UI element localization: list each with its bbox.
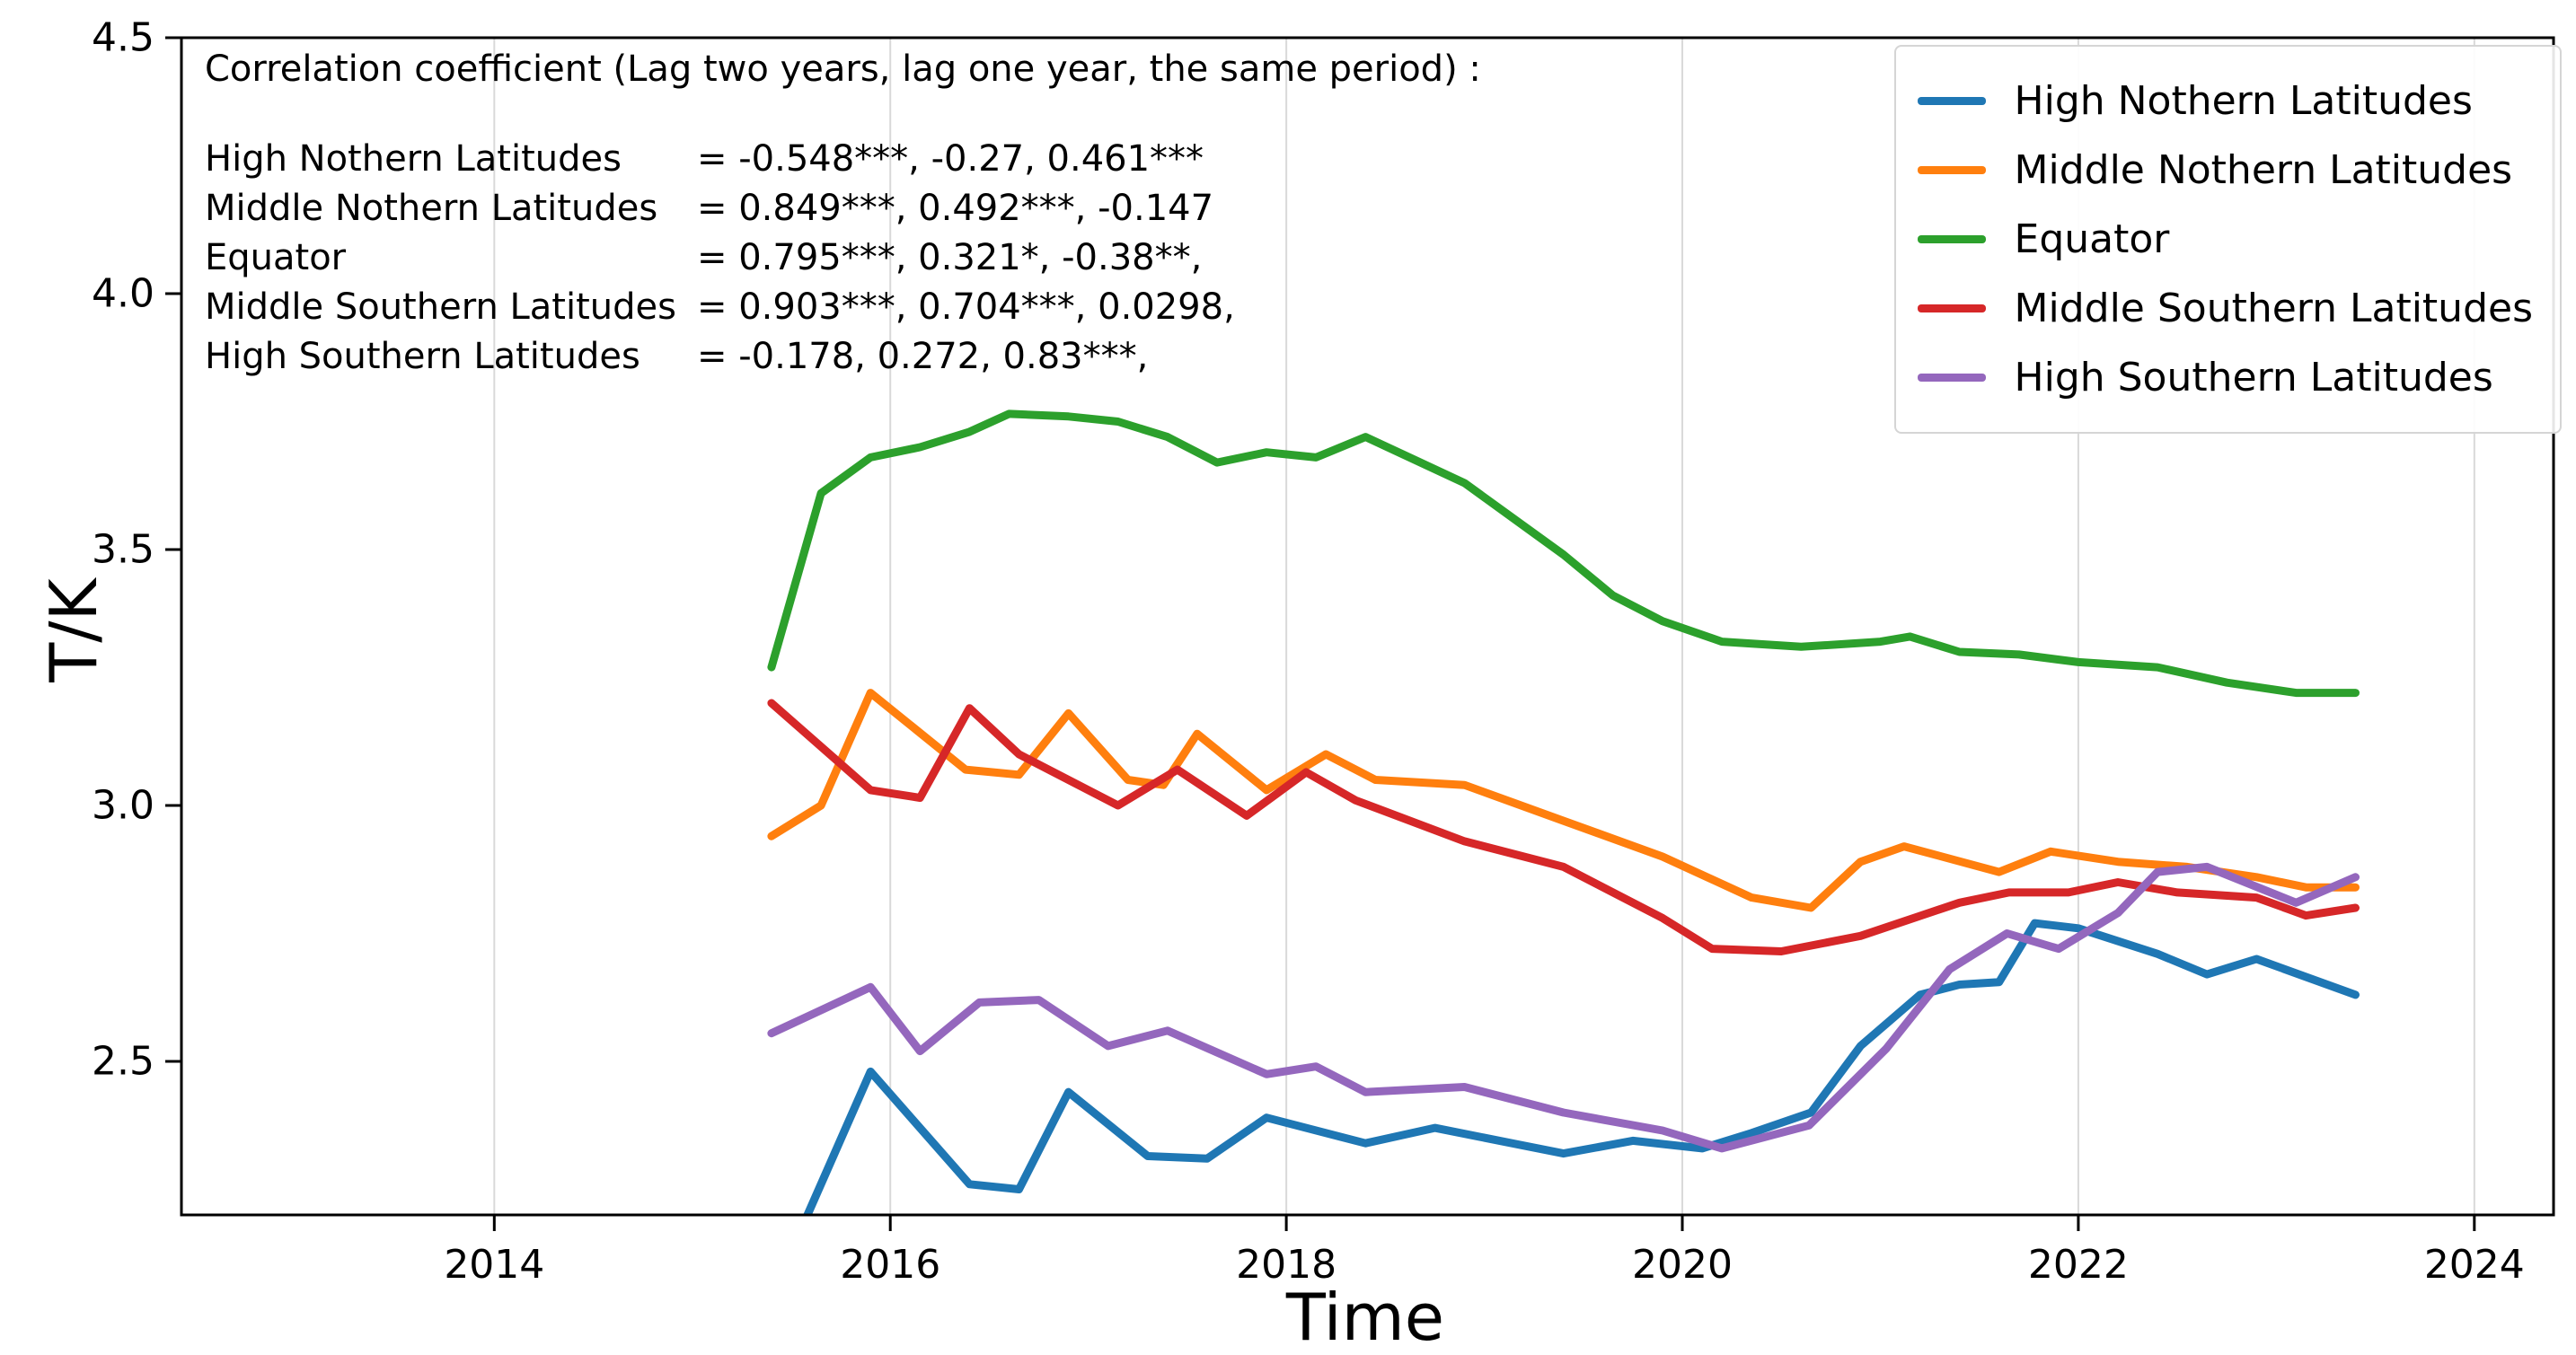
y-tick-label-2.5: 2.5 (92, 1039, 154, 1085)
y-tick-label-3.0: 3.0 (92, 783, 154, 829)
legend-label: Middle Southern Latitudes (2014, 286, 2533, 331)
x-tick-label-2014: 2014 (444, 1242, 544, 1288)
annotation-row-1: Middle Nothern Latitudes = 0.849***, 0.49… (205, 184, 1481, 233)
y-tick-label-4.0: 4.0 (92, 271, 154, 317)
x-axis-label: Time (1285, 1280, 1445, 1355)
series-line-high-nothern-latitudes (803, 919, 2360, 1215)
legend-item-equator: Equator (1917, 205, 2533, 274)
series-line-middle-southern-latitudes (767, 699, 2360, 955)
legend-label: High Southern Latitudes (2014, 355, 2493, 400)
x-tick-label-2024: 2024 (2424, 1242, 2525, 1288)
legend-swatch-icon (1917, 374, 1986, 382)
y-tick-label-3.5: 3.5 (92, 527, 154, 573)
series-line-middle-nothern-latitudes (767, 689, 2360, 912)
annotation-row-0: High Nothern Latitudes = -0.548***, -0.27… (205, 135, 1481, 184)
annotation-series-values: = 0.795***, 0.321*, -0.38**, (697, 237, 1203, 278)
legend-label: Equator (2014, 216, 2170, 262)
annotation-series-values: = 0.903***, 0.704***, 0.0298, (697, 286, 1235, 328)
y-axis-label: T/K (36, 578, 111, 682)
x-tick-label-2020: 2020 (1632, 1242, 1733, 1288)
legend-swatch-icon (1917, 166, 1986, 174)
legend-item-middle-nothern-latitudes: Middle Nothern Latitudes (1917, 136, 2533, 205)
annotation-series-values: = 0.849***, 0.492***, -0.147 (697, 188, 1214, 229)
legend-label: Middle Nothern Latitudes (2014, 147, 2513, 193)
x-tick-label-2016: 2016 (840, 1242, 940, 1288)
annotation-title: Correlation coefficient (Lag two years, … (205, 48, 1481, 90)
x-tick-label-2018: 2018 (1236, 1242, 1337, 1288)
annotation-row-3: Middle Southern Latitudes = 0.903***, 0.7… (205, 283, 1481, 332)
y-tick-label-4.5: 4.5 (92, 15, 154, 61)
annotation-series-values: = -0.178, 0.272, 0.83***, (697, 336, 1149, 377)
correlation-annotation: Correlation coefficient (Lag two years, … (205, 48, 1481, 382)
legend: High Nothern Latitudes Middle Nothern Lat… (1893, 45, 2562, 434)
legend-swatch-icon (1917, 97, 1986, 105)
legend-item-high-southern-latitudes: High Southern Latitudes (1917, 343, 2533, 412)
annotation-series-values: = -0.548***, -0.27, 0.461*** (697, 138, 1204, 180)
legend-swatch-icon (1917, 304, 1986, 312)
annotation-series-name: High Nothern Latitudes (205, 138, 622, 180)
annotation-series-name: High Southern Latitudes (205, 336, 640, 377)
annotation-row-2: Equator = 0.795***, 0.321*, -0.38**, (205, 233, 1481, 283)
annotation-row-4: High Southern Latitudes = -0.178, 0.272, … (205, 332, 1481, 382)
axes-frame (180, 36, 2555, 1217)
legend-label: High Nothern Latitudes (2014, 78, 2473, 124)
annotation-series-name: Middle Southern Latitudes (205, 286, 676, 328)
annotation-rows: High Nothern Latitudes = -0.548***, -0.27… (205, 135, 1481, 382)
series-line-equator (767, 409, 2360, 698)
x-tick-label-2022: 2022 (2028, 1242, 2129, 1288)
legend-item-high-nothern-latitudes: High Nothern Latitudes (1917, 66, 2533, 136)
legend-swatch-icon (1917, 235, 1986, 243)
annotation-series-name: Middle Nothern Latitudes (205, 188, 658, 229)
annotation-series-name: Equator (205, 237, 347, 278)
series-line-high-southern-latitudes (767, 862, 2360, 1153)
legend-item-middle-southern-latitudes: Middle Southern Latitudes (1917, 274, 2533, 343)
